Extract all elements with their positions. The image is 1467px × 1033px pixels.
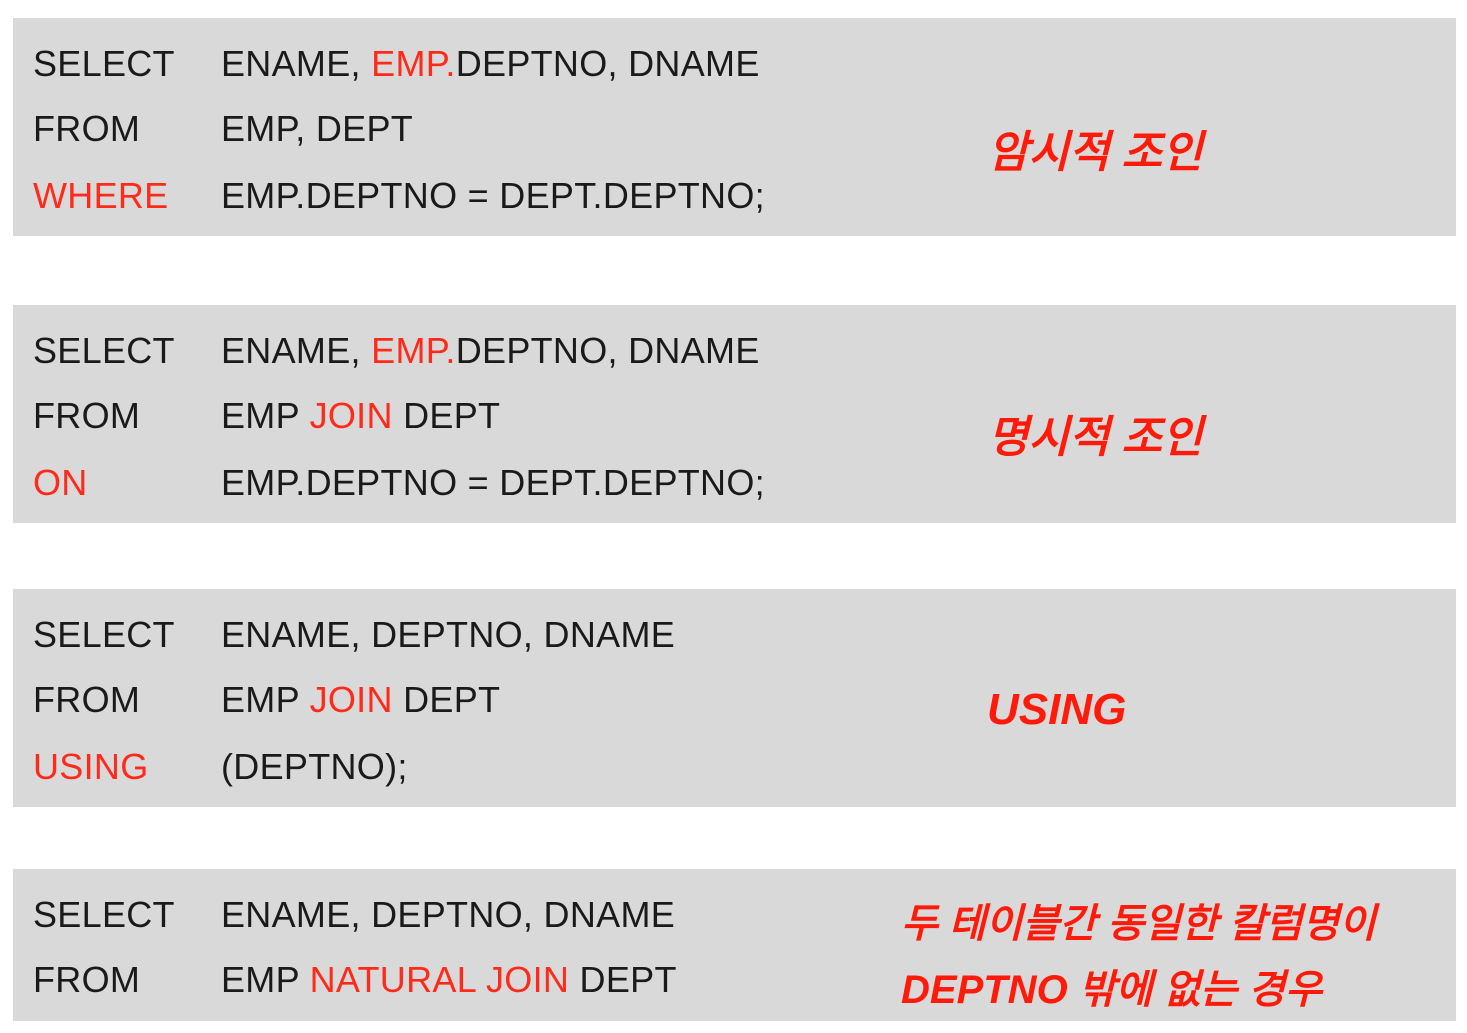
select-arg-rest: DEPTNO, DNAME [455,330,760,371]
select-arg-ename: ENAME, [221,43,372,84]
sql-block-implicit-join: SELECT ENAME, EMP.DEPTNO, DNAME FROM EMP, … [13,18,1456,236]
using-columns: (DEPTNO); [221,746,408,787]
keyword-from: FROM [33,395,141,436]
from-table-dept: DEPT [392,679,501,720]
code-line-from: FROM EMP NATURAL JOIN DEPT [33,958,677,1002]
keyword-join: JOIN [309,679,393,720]
select-args: ENAME, EMP.DEPTNO, DNAME [221,329,760,373]
from-args: EMP JOIN DEPT [221,394,500,438]
keyword-using: USING [33,746,149,787]
select-args: ENAME, DEPTNO, DNAME [221,894,676,935]
code-line-select: SELECT ENAME, DEPTNO, DNAME [33,893,675,937]
from-table-emp: EMP [221,959,310,1000]
select-arg-emp-prefix: EMP. [371,330,456,371]
from-args: EMP NATURAL JOIN DEPT [221,958,677,1002]
code-line-select: SELECT ENAME, DEPTNO, DNAME [33,613,675,657]
sql-block-natural-join: SELECT ENAME, DEPTNO, DNAME FROM EMP NATUR… [13,869,1456,1021]
select-arg-ename: ENAME, [221,330,372,371]
code-line-on: ON EMP.DEPTNO = DEPT.DEPTNO; [33,461,765,505]
from-args: EMP JOIN DEPT [221,678,500,722]
label-implicit-join: 암시적 조인 [988,128,1203,177]
sql-block-explicit-join: SELECT ENAME, EMP.DEPTNO, DNAME FROM EMP J… [13,305,1456,523]
from-table-dept: DEPT [569,959,677,1000]
keyword-select: SELECT [33,330,175,371]
sql-block-using: SELECT ENAME, DEPTNO, DNAME FROM EMP JOIN … [13,589,1456,807]
select-args: ENAME, DEPTNO, DNAME [221,614,676,655]
select-args: ENAME, EMP.DEPTNO, DNAME [221,42,760,86]
keyword-select: SELECT [33,614,175,655]
on-condition: EMP.DEPTNO = DEPT.DEPTNO; [221,462,765,503]
keyword-from: FROM [33,959,141,1000]
label-natural-join-line-1: 두 테이블간 동일한 칼럼명이 [901,902,1376,946]
keyword-from: FROM [33,679,141,720]
code-line-where: WHERE EMP.DEPTNO = DEPT.DEPTNO; [33,174,765,218]
label-natural-join-line-2: DEPTNO 밖에 없는 경우 [901,968,1322,1012]
code-line-select: SELECT ENAME, EMP.DEPTNO, DNAME [33,42,760,86]
code-line-using: USING (DEPTNO); [33,745,408,789]
code-line-from: FROM EMP JOIN DEPT [33,678,500,722]
label-explicit-join: 명시적 조인 [988,413,1203,462]
keyword-select: SELECT [33,43,175,84]
select-arg-rest: DEPTNO, DNAME [455,43,760,84]
from-table-emp: EMP [221,395,310,436]
from-table-emp: EMP [221,679,310,720]
keyword-from: FROM [33,108,141,149]
code-line-from: FROM EMP JOIN DEPT [33,394,500,438]
where-condition: EMP.DEPTNO = DEPT.DEPTNO; [221,175,765,216]
keyword-natural-join: NATURAL JOIN [309,959,570,1000]
from-table-dept: DEPT [392,395,501,436]
keyword-select: SELECT [33,894,175,935]
keyword-where: WHERE [33,175,169,216]
keyword-join: JOIN [309,395,393,436]
keyword-on: ON [33,462,88,503]
label-using: USING [987,685,1127,734]
code-line-from: FROM EMP, DEPT [33,107,413,151]
from-args: EMP, DEPT [221,108,414,149]
code-line-select: SELECT ENAME, EMP.DEPTNO, DNAME [33,329,760,373]
select-arg-emp-prefix: EMP. [371,43,456,84]
